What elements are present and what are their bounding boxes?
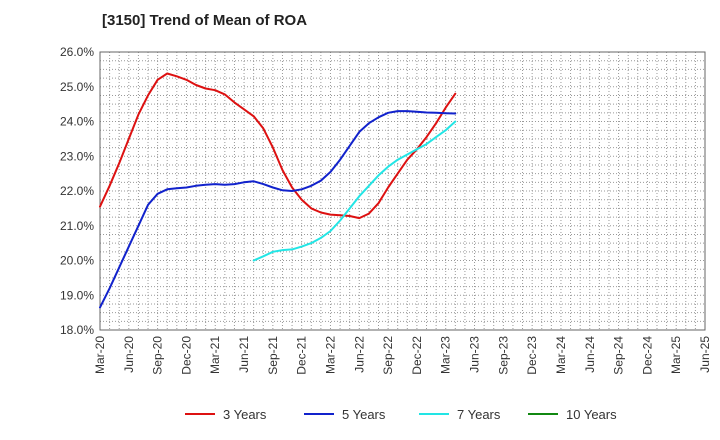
- x-tick-label: Mar-21: [208, 336, 222, 374]
- x-tick-label: Mar-23: [439, 336, 453, 374]
- legend-item-5-years: 5 Years: [304, 407, 386, 422]
- plot-frame: [99, 51, 706, 331]
- x-tick-label: Jun-24: [583, 336, 597, 373]
- x-tick-label: Sep-21: [266, 336, 280, 375]
- x-tick-label: Jun-23: [468, 336, 482, 373]
- x-tick-label: Dec-23: [525, 336, 539, 375]
- x-tick-label: Sep-24: [612, 336, 626, 375]
- legend-label: 7 Years: [457, 407, 501, 422]
- series-line-5-years: [99, 110, 457, 309]
- series-layer: [99, 72, 457, 309]
- legend-label: 5 Years: [342, 407, 386, 422]
- x-tick-label: Mar-24: [554, 336, 568, 374]
- legend-item-3-years: 3 Years: [185, 407, 267, 422]
- chart-title: [3150] Trend of Mean of ROA: [102, 12, 308, 29]
- x-tick-label: Sep-23: [496, 336, 510, 375]
- x-tick-label: Mar-22: [323, 336, 337, 374]
- legend-layer: 3 Years 5 Years 7 Years 10 Years: [185, 407, 617, 422]
- x-tick-label: Sep-20: [151, 336, 165, 375]
- legend-label: 3 Years: [223, 407, 267, 422]
- legend-label: 10 Years: [566, 407, 617, 422]
- x-tick-label: Jun-20: [122, 336, 136, 373]
- x-tick-label: Sep-22: [381, 336, 395, 375]
- axis-layer: 18.0% 19.0% 20.0% 21.0% 22.0% 23.0% 24.0% 25.0%…: [60, 45, 712, 375]
- x-tick-label: Dec-20: [179, 336, 193, 375]
- y-tick-label: 24.0%: [60, 115, 94, 129]
- y-tick-label: 20.0%: [60, 254, 94, 268]
- x-tick-label: Mar-25: [669, 336, 683, 374]
- y-tick-label: 26.0%: [60, 45, 94, 59]
- x-tick-label: Mar-20: [93, 336, 107, 374]
- series-line-7-years: [252, 120, 457, 262]
- legend-item-10-years: 10 Years: [528, 407, 617, 422]
- legend-item-7-years: 7 Years: [419, 407, 501, 422]
- y-tick-label: 25.0%: [60, 80, 94, 94]
- x-tick-label: Jun-21: [237, 336, 251, 373]
- y-tick-label: 21.0%: [60, 219, 94, 233]
- grid-layer: [100, 52, 705, 330]
- x-tick-label: Jun-25: [698, 336, 712, 373]
- y-tick-label: 18.0%: [60, 323, 94, 337]
- series-line-3-years: [99, 72, 457, 220]
- x-tick-label: Dec-21: [295, 336, 309, 375]
- x-tick-label: Dec-24: [640, 336, 654, 375]
- x-tick-label: Dec-22: [410, 336, 424, 375]
- y-tick-label: 22.0%: [60, 184, 94, 198]
- y-tick-label: 19.0%: [60, 288, 94, 302]
- y-tick-label: 23.0%: [60, 149, 94, 163]
- x-tick-label: Jun-22: [352, 336, 366, 373]
